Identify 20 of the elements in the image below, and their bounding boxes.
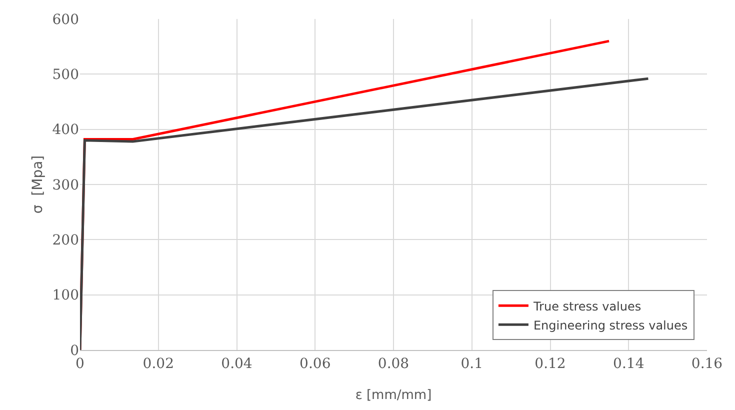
x-tick-label: 0.16 <box>691 356 723 372</box>
line-series <box>80 77 650 350</box>
y-tick-label: 300 <box>52 177 79 194</box>
legend-label: Engineering stress values <box>533 318 688 332</box>
y-tick-label: 0 <box>70 342 79 359</box>
y-tick-label: 200 <box>52 232 79 249</box>
y-axis-title: σ [Mpa] <box>30 155 46 214</box>
x-tick-label: 0.12 <box>534 356 566 372</box>
y-tick-label: 500 <box>52 67 79 84</box>
x-tick-label: 0.06 <box>300 356 331 372</box>
y-tick-label: 400 <box>52 122 79 138</box>
x-tick-label: 0.08 <box>378 356 410 372</box>
x-tick-label: 0.02 <box>142 356 174 372</box>
x-tick-label: 0.1 <box>460 356 484 372</box>
x-axis-title: ε [mm/mm] <box>355 388 432 403</box>
y-tick-label: 600 <box>52 12 79 28</box>
x-tick-label: 0.14 <box>613 356 644 372</box>
legend-label: True stress values <box>532 299 642 314</box>
y-tick-label: 100 <box>52 288 79 304</box>
x-tick-label: 0.04 <box>221 356 252 372</box>
